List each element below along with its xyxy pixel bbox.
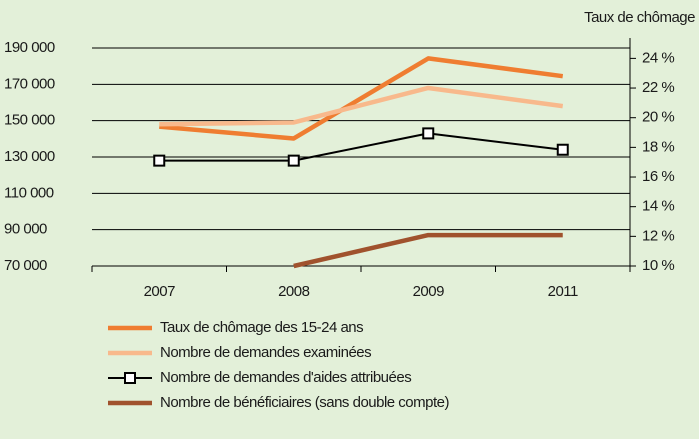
series-marker bbox=[422, 127, 435, 140]
series-line bbox=[159, 85, 564, 127]
y-tick-label: 130 000 bbox=[4, 148, 55, 165]
y2-tick-label: 12 % bbox=[642, 227, 674, 244]
legend-label: Nombre de demandes examinées bbox=[160, 344, 371, 361]
y-tick-label: 150 000 bbox=[4, 112, 55, 129]
series-marker bbox=[153, 154, 166, 167]
y-tick-label: 110 000 bbox=[4, 184, 54, 201]
y2-tick-label: 18 % bbox=[642, 138, 674, 155]
x-tick-label: 2007 bbox=[144, 283, 176, 300]
x-tick-label: 2009 bbox=[413, 283, 445, 300]
y2-tick-label: 10 % bbox=[642, 257, 674, 274]
series-line bbox=[159, 56, 564, 141]
y2-tick-label: 14 % bbox=[642, 198, 674, 215]
legend-label: Nombre de demandes d'aides attribuées bbox=[160, 369, 411, 386]
y2-tick-label: 20 % bbox=[642, 109, 674, 126]
y2-tick-label: 22 % bbox=[642, 79, 674, 96]
legend-marker bbox=[124, 372, 136, 384]
x-tick-label: 2011 bbox=[548, 283, 578, 300]
x-tick-label: 2008 bbox=[278, 283, 310, 300]
series-marker bbox=[556, 143, 569, 156]
y2-axis-label: Taux de chômage bbox=[584, 9, 695, 26]
y-tick-label: 90 000 bbox=[4, 221, 47, 238]
y2-tick-label: 16 % bbox=[642, 168, 674, 185]
y-tick-label: 170 000 bbox=[4, 75, 55, 92]
series-marker bbox=[287, 154, 300, 167]
legend-label: Taux de chômage des 15-24 ans bbox=[160, 319, 363, 336]
series-line bbox=[159, 132, 563, 162]
y-tick-label: 70 000 bbox=[4, 257, 47, 274]
series-line bbox=[293, 232, 563, 269]
y-tick-label: 190 000 bbox=[4, 39, 55, 56]
legend-label: Nombre de bénéficiaires (sans double com… bbox=[160, 394, 449, 411]
y2-tick-label: 24 % bbox=[642, 49, 674, 66]
